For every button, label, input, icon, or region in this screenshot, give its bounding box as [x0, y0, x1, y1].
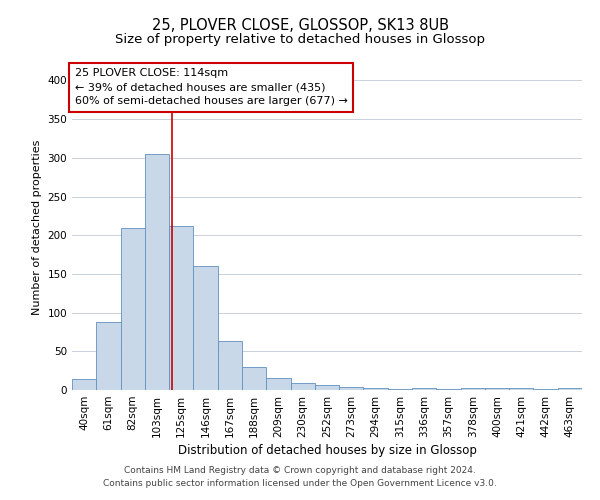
- Bar: [339, 387, 364, 390]
- Bar: [412, 388, 436, 390]
- X-axis label: Distribution of detached houses by size in Glossop: Distribution of detached houses by size …: [178, 444, 476, 457]
- Bar: [509, 388, 533, 390]
- Bar: [290, 383, 315, 390]
- Bar: [72, 379, 96, 390]
- Bar: [145, 154, 169, 390]
- Bar: [193, 266, 218, 390]
- Text: 25, PLOVER CLOSE, GLOSSOP, SK13 8UB: 25, PLOVER CLOSE, GLOSSOP, SK13 8UB: [151, 18, 449, 32]
- Bar: [315, 386, 339, 390]
- Bar: [533, 389, 558, 390]
- Bar: [242, 367, 266, 390]
- Bar: [436, 389, 461, 390]
- Text: Contains HM Land Registry data © Crown copyright and database right 2024.
Contai: Contains HM Land Registry data © Crown c…: [103, 466, 497, 487]
- Bar: [169, 226, 193, 390]
- Bar: [461, 388, 485, 390]
- Bar: [96, 322, 121, 390]
- Text: Size of property relative to detached houses in Glossop: Size of property relative to detached ho…: [115, 32, 485, 46]
- Bar: [485, 388, 509, 390]
- Bar: [218, 341, 242, 390]
- Bar: [121, 228, 145, 390]
- Bar: [388, 389, 412, 390]
- Bar: [558, 388, 582, 390]
- Bar: [266, 378, 290, 390]
- Y-axis label: Number of detached properties: Number of detached properties: [32, 140, 42, 315]
- Text: 25 PLOVER CLOSE: 114sqm
← 39% of detached houses are smaller (435)
60% of semi-d: 25 PLOVER CLOSE: 114sqm ← 39% of detache…: [74, 68, 347, 106]
- Bar: [364, 388, 388, 390]
